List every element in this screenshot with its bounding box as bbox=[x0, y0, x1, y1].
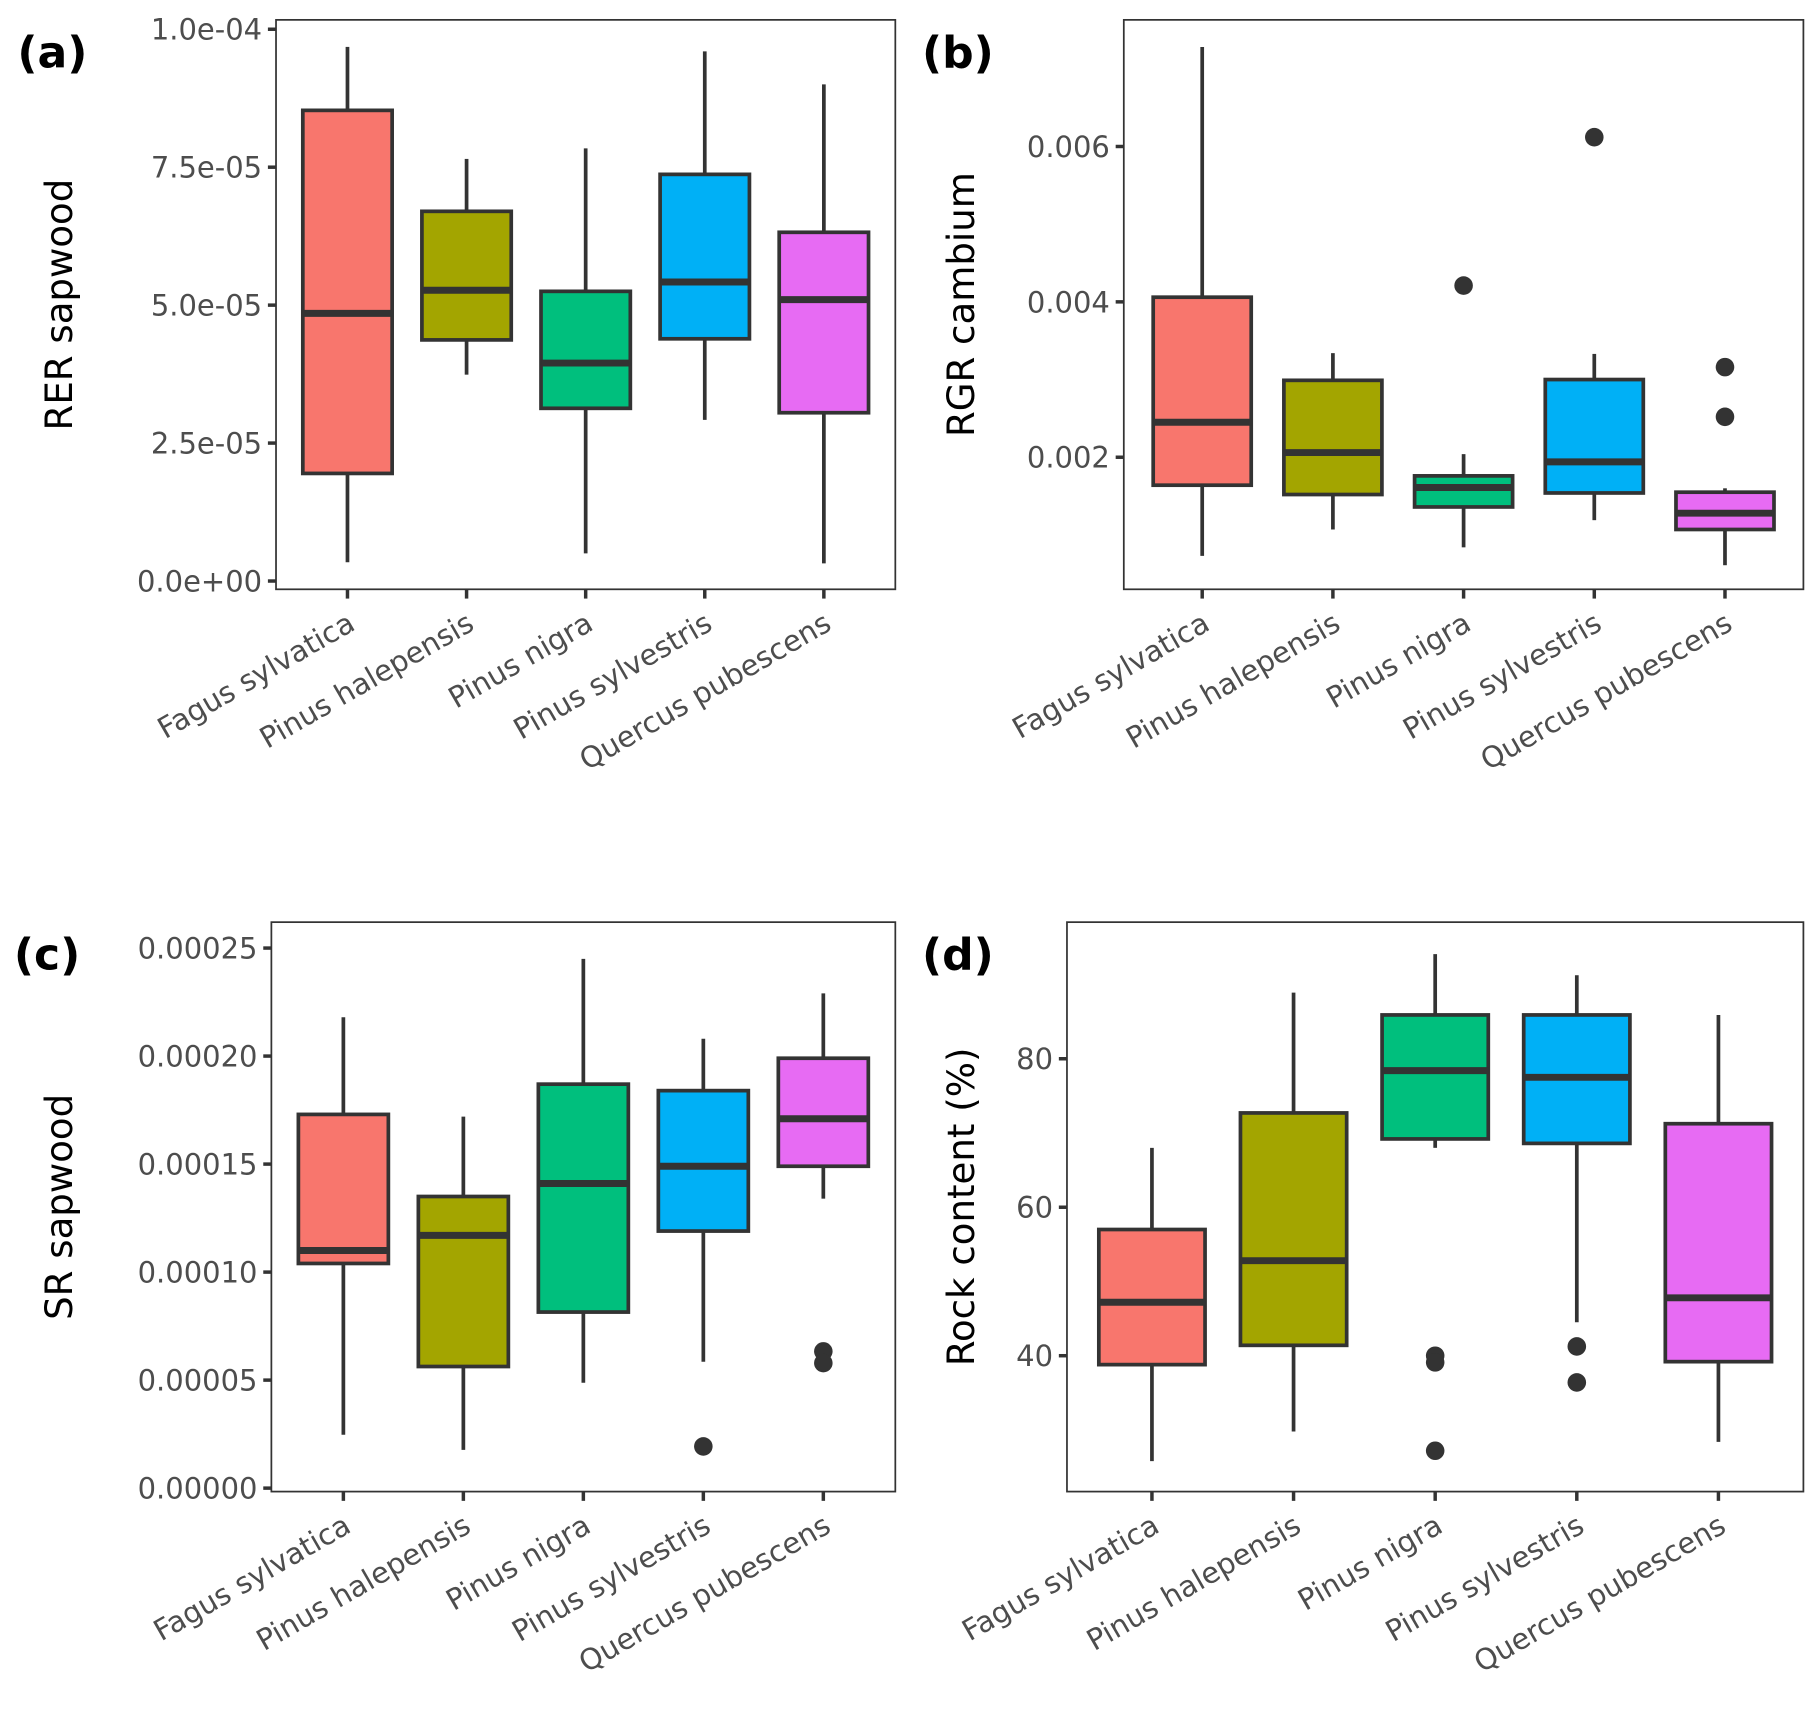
y-tick-label: 80 bbox=[1016, 1042, 1053, 1076]
plot-border bbox=[1122, 18, 1805, 591]
box-pinus-nigra bbox=[539, 148, 633, 554]
x-tick-label: Pinus halepensis bbox=[251, 1508, 477, 1658]
box-pinus-sylvestris bbox=[656, 1038, 751, 1456]
outlier-point bbox=[1425, 1441, 1445, 1461]
y-tick-label: 0.00020 bbox=[138, 1040, 258, 1074]
box-iqr bbox=[1282, 378, 1384, 497]
box-iqr bbox=[300, 108, 394, 476]
box-pinus-nigra bbox=[1380, 954, 1491, 1461]
y-tick-label: 5.0e-05 bbox=[151, 289, 262, 323]
box-fagus-sylvatica bbox=[300, 46, 394, 563]
y-tick-label: 40 bbox=[1016, 1339, 1053, 1373]
x-tick-label: Quercus pubescens bbox=[1475, 605, 1738, 777]
box-pinus-halepensis bbox=[1238, 992, 1349, 1432]
box-fagus-sylvatica bbox=[296, 1017, 391, 1435]
y-tick-label: 0.006 bbox=[1027, 130, 1110, 164]
box-pinus-nigra bbox=[1412, 276, 1515, 548]
panel-tag: (c) bbox=[14, 930, 80, 981]
box-pinus-sylvestris bbox=[1543, 127, 1646, 521]
x-tick-label: Pinus halepensis bbox=[1120, 605, 1346, 755]
y-tick-label: 0.00005 bbox=[138, 1364, 258, 1398]
box-pinus-sylvestris bbox=[1521, 975, 1632, 1392]
outlier-point bbox=[1585, 127, 1604, 147]
box-iqr bbox=[658, 172, 752, 341]
box-iqr bbox=[1543, 377, 1646, 495]
y-tick-label: 0.004 bbox=[1027, 285, 1110, 319]
box-fagus-sylvatica bbox=[1096, 1147, 1207, 1462]
box-iqr bbox=[1663, 1121, 1774, 1364]
panel-a: 0.0e+002.5e-055.0e-057.5e-051.0e-04Fagus… bbox=[17, 13, 897, 777]
box-iqr bbox=[1412, 474, 1515, 509]
y-axis-title: Rock content (%) bbox=[940, 1048, 983, 1367]
y-tick-label: 0.0e+00 bbox=[137, 564, 262, 598]
box-iqr bbox=[1151, 295, 1254, 488]
y-tick-label: 60 bbox=[1016, 1191, 1053, 1225]
box-iqr bbox=[539, 289, 633, 411]
box-quercus-pubescens bbox=[777, 84, 871, 564]
box-iqr bbox=[416, 1194, 511, 1369]
outlier-point bbox=[1454, 276, 1473, 295]
box-iqr bbox=[1096, 1227, 1207, 1367]
y-tick-label: 0.00015 bbox=[138, 1148, 258, 1182]
panel-c: 0.00000 0.00005 0.00010 0.00015 0.00020 0.000… bbox=[14, 921, 897, 1679]
y-tick-label: 1.0e-04 bbox=[151, 13, 262, 47]
box-quercus-pubescens bbox=[776, 993, 871, 1373]
outlier-point bbox=[1715, 357, 1735, 377]
box-iqr bbox=[777, 230, 871, 415]
box-pinus-sylvestris bbox=[658, 51, 752, 420]
y-axis-title: SR sapwood bbox=[38, 1094, 81, 1320]
box-iqr bbox=[1238, 1111, 1349, 1348]
outlier-point bbox=[1567, 1373, 1587, 1392]
outlier-point bbox=[1715, 407, 1735, 427]
box-iqr bbox=[656, 1088, 751, 1233]
outlier-point bbox=[694, 1437, 713, 1456]
box-iqr bbox=[1380, 1013, 1491, 1141]
x-tick-label: Pinus halepensis bbox=[254, 605, 480, 755]
box-iqr bbox=[776, 1056, 871, 1169]
y-tick-label: 2.5e-05 bbox=[151, 427, 262, 461]
y-tick-label: 0.00000 bbox=[138, 1472, 258, 1506]
box-pinus-halepensis bbox=[416, 1116, 511, 1450]
panel-tag: (a) bbox=[17, 27, 87, 78]
box-quercus-pubescens bbox=[1674, 357, 1776, 566]
outlier-point bbox=[814, 1353, 833, 1373]
outlier-point bbox=[1567, 1337, 1587, 1356]
y-tick-label: 0.00025 bbox=[138, 932, 258, 966]
box-quercus-pubescens bbox=[1663, 1014, 1774, 1442]
y-tick-label: 7.5e-05 bbox=[151, 151, 262, 185]
y-tick-label: 0.00010 bbox=[138, 1256, 258, 1290]
y-axis-title: RGR cambium bbox=[940, 172, 983, 437]
y-axis-title: RER sapwood bbox=[38, 179, 81, 431]
panel-tag: (d) bbox=[922, 930, 994, 981]
box-pinus-halepensis bbox=[1282, 353, 1384, 530]
x-tick-label: Quercus pubescens bbox=[1468, 1508, 1731, 1680]
box-pinus-halepensis bbox=[420, 158, 514, 375]
panel-tag: (b) bbox=[922, 27, 994, 78]
y-tick-label: 0.002 bbox=[1027, 441, 1110, 475]
outlier-point bbox=[1425, 1353, 1445, 1372]
box-iqr bbox=[296, 1112, 391, 1266]
box-pinus-nigra bbox=[536, 958, 631, 1383]
box-iqr bbox=[536, 1082, 631, 1314]
box-fagus-sylvatica bbox=[1151, 47, 1254, 556]
box-iqr bbox=[420, 209, 514, 342]
